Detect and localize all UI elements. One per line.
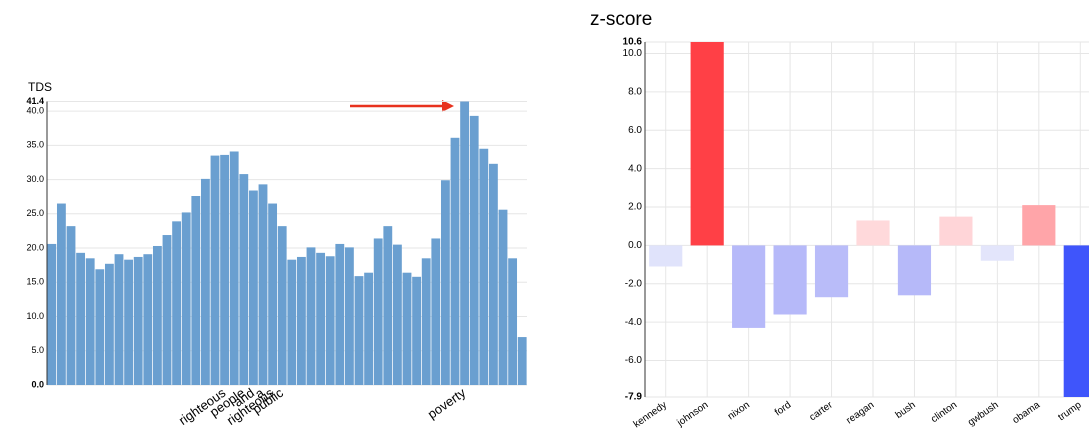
bar bbox=[133, 256, 143, 385]
y-tick-label: 35.0 bbox=[26, 140, 44, 150]
bar bbox=[814, 245, 849, 298]
bar bbox=[114, 254, 124, 385]
annotation-arrow-head bbox=[442, 100, 454, 112]
bar bbox=[47, 243, 57, 385]
bar bbox=[76, 252, 86, 385]
bar bbox=[220, 154, 230, 385]
bar bbox=[412, 276, 422, 385]
y-tick-label: 10.6 bbox=[623, 37, 643, 48]
bar bbox=[104, 263, 114, 385]
bar bbox=[431, 238, 441, 385]
y-tick-label: -6.0 bbox=[625, 355, 643, 366]
bar bbox=[649, 245, 683, 267]
y-tick-label: 41.4 bbox=[26, 96, 44, 106]
bar bbox=[95, 269, 105, 385]
y-tick-label: 25.0 bbox=[26, 208, 44, 218]
bar bbox=[66, 226, 76, 385]
y-tick-label: -2.0 bbox=[625, 278, 643, 289]
bar bbox=[162, 235, 172, 385]
y-tick-label: 0.0 bbox=[628, 240, 642, 251]
bar bbox=[402, 272, 412, 385]
bar bbox=[690, 42, 724, 246]
bar bbox=[517, 337, 527, 385]
bar bbox=[258, 184, 268, 385]
x-tick-label: johnson bbox=[675, 400, 711, 430]
bar bbox=[392, 244, 402, 385]
y-tick-label: 5.0 bbox=[31, 345, 44, 355]
bar bbox=[172, 221, 182, 385]
bar bbox=[773, 245, 807, 315]
bar bbox=[1022, 205, 1056, 246]
bar bbox=[469, 115, 479, 385]
bar bbox=[383, 226, 393, 385]
bar bbox=[277, 226, 287, 385]
x-tick-label: poverty bbox=[425, 385, 469, 422]
bar bbox=[479, 148, 489, 385]
x-tick-label: obama bbox=[1011, 399, 1043, 426]
bar bbox=[181, 212, 191, 385]
y-tick-label: 6.0 bbox=[628, 125, 642, 136]
bar bbox=[56, 203, 66, 385]
bar bbox=[450, 137, 460, 385]
x-tick-label: bush bbox=[894, 400, 918, 421]
bar bbox=[239, 174, 249, 385]
bar bbox=[268, 203, 278, 385]
y-tick-label: 0.0 bbox=[31, 379, 44, 389]
bar bbox=[296, 256, 306, 385]
y-tick-label: 30.0 bbox=[26, 174, 44, 184]
x-tick-label: carter bbox=[808, 399, 836, 423]
y-tick-label: 20.0 bbox=[26, 242, 44, 252]
x-tick-label: clinton bbox=[929, 400, 959, 426]
y-tick-label: 4.0 bbox=[628, 163, 642, 174]
y-tick-label: 8.0 bbox=[628, 87, 642, 98]
y-tick-label: 40.0 bbox=[26, 105, 44, 115]
bar bbox=[1063, 245, 1089, 397]
bar bbox=[152, 245, 162, 385]
bar bbox=[248, 190, 258, 385]
x-tick-label: nixon bbox=[726, 400, 752, 423]
bar bbox=[897, 245, 932, 296]
bar bbox=[364, 272, 374, 385]
bar bbox=[460, 101, 470, 385]
bar bbox=[306, 247, 316, 385]
y-tick-label: -4.0 bbox=[625, 317, 643, 328]
bar bbox=[939, 216, 973, 246]
bar bbox=[498, 209, 508, 385]
chart-title: TDS bbox=[28, 80, 52, 94]
y-tick-label: 10.0 bbox=[623, 48, 643, 59]
bar bbox=[124, 259, 134, 385]
bar bbox=[325, 256, 335, 385]
bar bbox=[980, 245, 1014, 261]
bar bbox=[229, 151, 239, 385]
chart-title: z-score bbox=[590, 9, 652, 30]
bar bbox=[200, 178, 210, 385]
bar bbox=[373, 238, 383, 385]
bar bbox=[344, 247, 354, 385]
bar bbox=[335, 243, 345, 385]
bar bbox=[440, 180, 450, 385]
bar bbox=[508, 258, 518, 385]
bar bbox=[191, 196, 201, 385]
x-tick-label: kennedy bbox=[632, 400, 669, 431]
bar bbox=[856, 220, 890, 246]
y-tick-label: 15.0 bbox=[26, 277, 44, 287]
bar bbox=[85, 258, 95, 385]
x-tick-label: ford bbox=[773, 400, 793, 419]
bar bbox=[143, 254, 153, 385]
x-tick-label: trump bbox=[1056, 399, 1084, 423]
x-tick-label: reagan bbox=[844, 400, 876, 427]
bar bbox=[732, 245, 766, 328]
bar bbox=[354, 276, 364, 385]
bar bbox=[210, 155, 220, 385]
x-tick-label: gwbush bbox=[966, 400, 1001, 429]
y-tick-label: 2.0 bbox=[628, 202, 642, 213]
y-tick-label: -7.9 bbox=[625, 392, 643, 403]
y-tick-label: 10.0 bbox=[26, 311, 44, 321]
bar bbox=[488, 163, 498, 385]
bar bbox=[287, 259, 297, 385]
bar bbox=[421, 258, 431, 385]
bar bbox=[316, 252, 326, 385]
